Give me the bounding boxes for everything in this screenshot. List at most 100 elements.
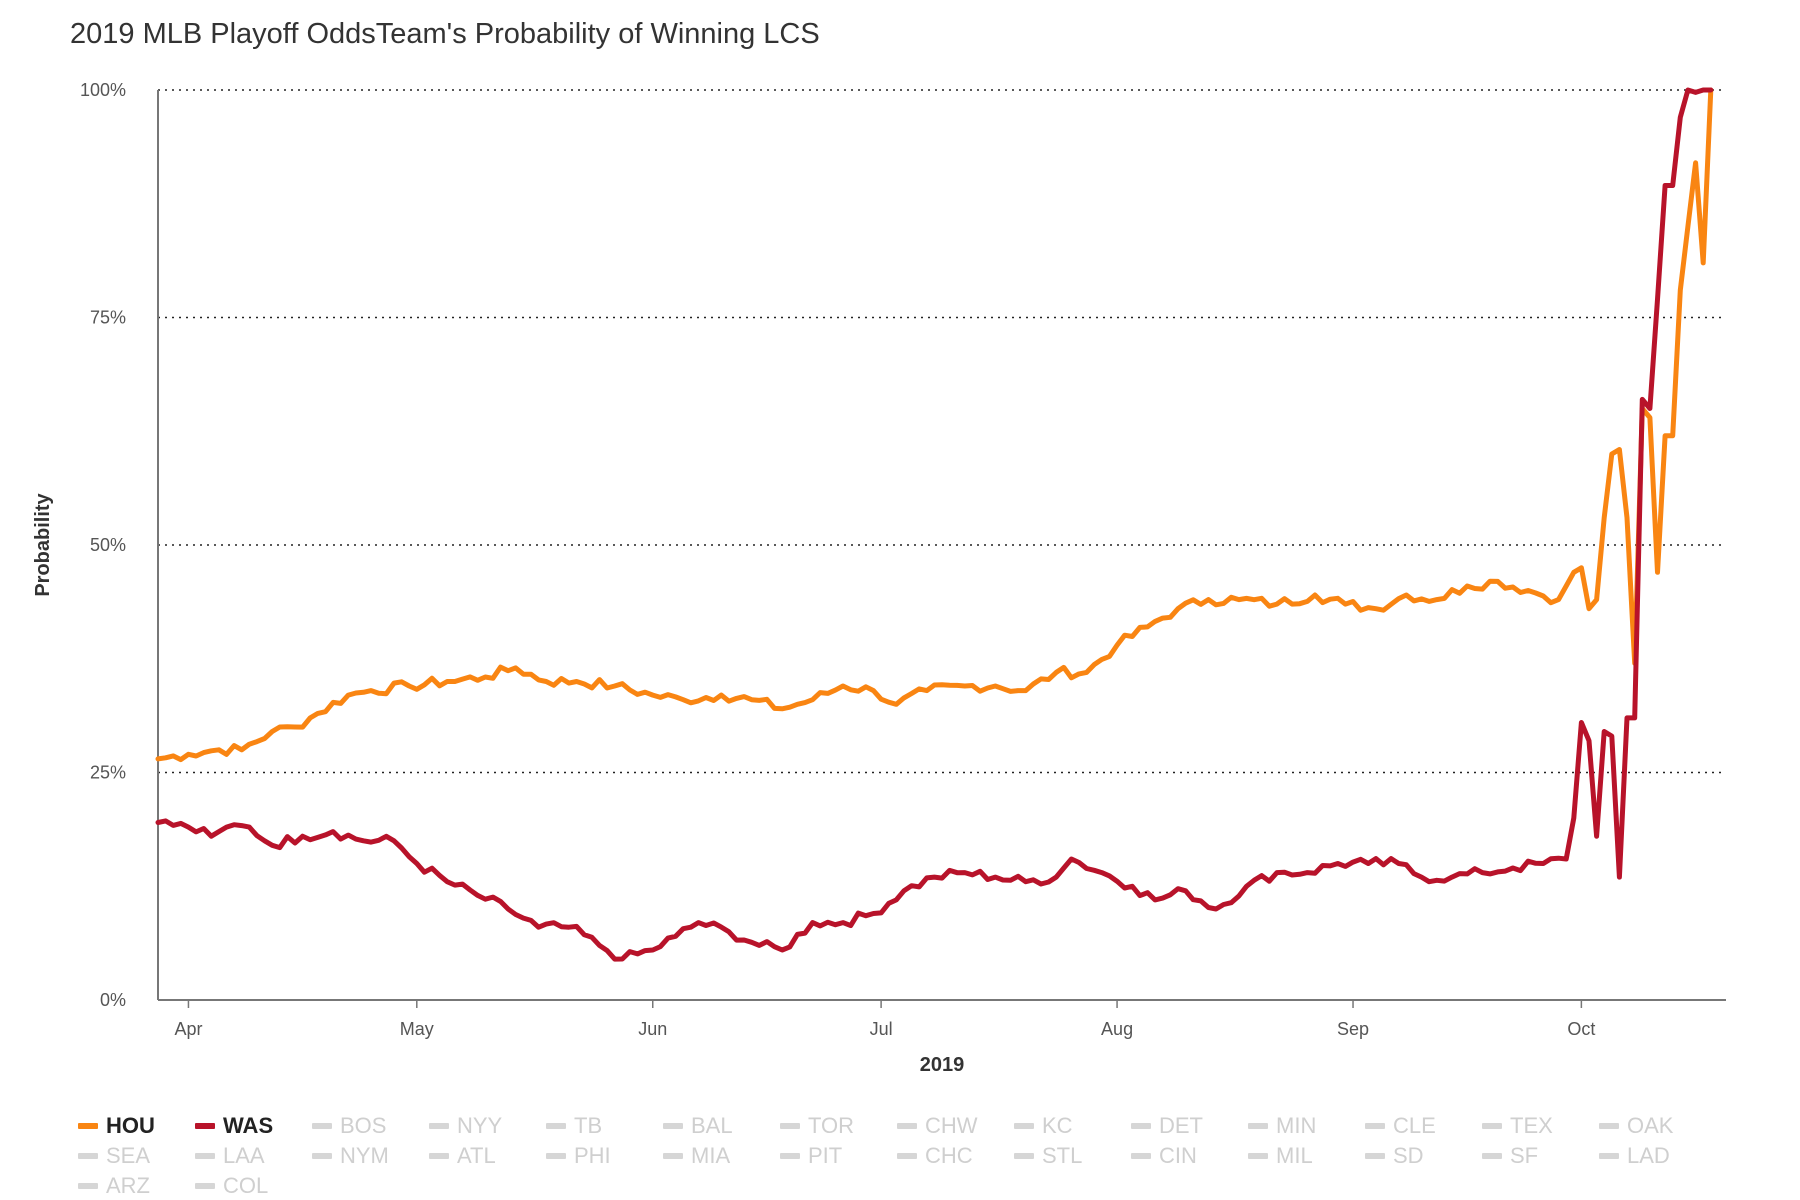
legend-label: COL: [223, 1173, 269, 1198]
legend-item-atl[interactable]: ATL: [429, 1142, 496, 1170]
legend-swatch: [312, 1123, 332, 1129]
legend-item-phi[interactable]: PHI: [546, 1142, 611, 1170]
x-tick-label: Sep: [1337, 1019, 1369, 1039]
legend-label: BAL: [691, 1113, 733, 1138]
legend-swatch: [429, 1153, 449, 1159]
legend-item-kc[interactable]: KC: [1014, 1112, 1073, 1140]
legend-label: TOR: [808, 1113, 855, 1138]
legend-label: ARZ: [106, 1173, 150, 1198]
chart-title: 2019 MLB Playoff OddsTeam's Probability …: [70, 18, 820, 50]
axes: 0% 25% 50% 75% 100% Apr May Jun Jul Aug Sep Oct: [80, 80, 1726, 1039]
y-tick-label: 75%: [90, 308, 126, 328]
legend-swatch: [897, 1123, 917, 1129]
legend-item-mil[interactable]: MIL: [1248, 1142, 1313, 1170]
legend-label: LAA: [223, 1143, 265, 1168]
legend-label: HOU: [106, 1113, 155, 1138]
legend-swatch: [1014, 1123, 1034, 1129]
y-tick-label: 100%: [80, 80, 126, 100]
legend-swatch: [546, 1123, 566, 1129]
legend-swatch: [1248, 1123, 1268, 1129]
legend-item-bal[interactable]: BAL: [663, 1112, 733, 1140]
legend-label: SF: [1510, 1143, 1539, 1168]
legend-label: MIL: [1276, 1143, 1313, 1168]
legend-item-nym[interactable]: NYM: [312, 1142, 389, 1170]
legend-item-col[interactable]: COL: [195, 1172, 268, 1200]
legend-label: WAS: [223, 1113, 274, 1138]
legend-item-chw[interactable]: CHW: [897, 1112, 978, 1140]
series-lines: [155, 87, 1714, 962]
legend-item-oak[interactable]: OAK: [1599, 1112, 1673, 1140]
legend-item-tor[interactable]: TOR: [780, 1112, 854, 1140]
legend-swatch: [78, 1123, 98, 1129]
legend-swatch: [1599, 1153, 1619, 1159]
legend-item-was[interactable]: WAS: [195, 1112, 273, 1140]
x-tick-label: Oct: [1567, 1019, 1595, 1039]
legend-item-nyy[interactable]: NYY: [429, 1112, 502, 1140]
y-tick-label: 0%: [100, 990, 126, 1010]
legend-label: DET: [1159, 1113, 1203, 1138]
legend-swatch: [1131, 1123, 1151, 1129]
legend-swatch: [312, 1153, 332, 1159]
legend-label: LAD: [1627, 1143, 1670, 1168]
legend-label: ATL: [457, 1143, 496, 1168]
legend-item-det[interactable]: DET: [1131, 1112, 1203, 1140]
y-axis-title: Probability: [32, 492, 54, 596]
legend-swatch: [663, 1123, 683, 1129]
x-tick-label: Jul: [870, 1019, 893, 1039]
legend-label: BOS: [340, 1113, 387, 1138]
legend-swatch: [1482, 1123, 1502, 1129]
legend-swatch: [1131, 1153, 1151, 1159]
legend-item-lad[interactable]: LAD: [1599, 1142, 1670, 1170]
legend-label: SEA: [106, 1143, 151, 1168]
legend-label: MIN: [1276, 1113, 1317, 1138]
legend-swatch: [78, 1183, 98, 1189]
series-line-hou: [155, 87, 1714, 763]
legend-item-stl[interactable]: STL: [1014, 1142, 1082, 1170]
legend-item-chc[interactable]: CHC: [897, 1142, 973, 1170]
legend-swatch: [195, 1183, 215, 1189]
legend-label: MIA: [691, 1143, 731, 1168]
legend-item-cle[interactable]: CLE: [1365, 1112, 1436, 1140]
x-tick-label: Jun: [638, 1019, 667, 1039]
legend-swatch: [195, 1153, 215, 1159]
legend-swatch: [1014, 1153, 1034, 1159]
legend-item-bos[interactable]: BOS: [312, 1112, 386, 1140]
legend-label: TB: [574, 1113, 603, 1138]
series-line-was: [155, 87, 1714, 962]
legend-label: CIN: [1159, 1143, 1197, 1168]
legend-item-sea[interactable]: SEA: [78, 1142, 150, 1170]
legend-label: CHC: [925, 1143, 973, 1168]
legend-swatch: [780, 1153, 800, 1159]
legend-item-tex[interactable]: TEX: [1482, 1112, 1553, 1140]
legend-label: CHW: [925, 1113, 978, 1138]
legend-label: SD: [1393, 1143, 1424, 1168]
legend-item-tb[interactable]: TB: [546, 1112, 602, 1140]
legend-swatch: [78, 1153, 98, 1159]
legend-swatch: [1365, 1153, 1385, 1159]
y-tick-label: 50%: [90, 535, 126, 555]
y-tick-label: 25%: [90, 763, 126, 783]
x-axis-title: 2019: [920, 1054, 965, 1076]
legend-item-min[interactable]: MIN: [1248, 1112, 1316, 1140]
legend-item-mia[interactable]: MIA: [663, 1142, 730, 1170]
legend-item-arz[interactable]: ARZ: [78, 1172, 150, 1200]
x-tick-label: May: [400, 1019, 434, 1039]
legend-swatch: [1482, 1153, 1502, 1159]
legend-item-hou[interactable]: HOU: [78, 1112, 155, 1140]
legend-label: OAK: [1627, 1113, 1674, 1138]
legend-item-sf[interactable]: SF: [1482, 1142, 1538, 1170]
legend-label: PHI: [574, 1143, 611, 1168]
legend-swatch: [663, 1153, 683, 1159]
legend-label: KC: [1042, 1113, 1073, 1138]
legend-item-cin[interactable]: CIN: [1131, 1142, 1197, 1170]
legend-label: TEX: [1510, 1113, 1553, 1138]
legend-swatch: [429, 1123, 449, 1129]
legend-label: NYY: [457, 1113, 503, 1138]
legend-swatch: [780, 1123, 800, 1129]
legend-item-sd[interactable]: SD: [1365, 1142, 1424, 1170]
legend-item-laa[interactable]: LAA: [195, 1142, 265, 1170]
legend-item-pit[interactable]: PIT: [780, 1142, 842, 1170]
gridlines: [158, 89, 1726, 774]
legend-swatch: [195, 1123, 215, 1129]
